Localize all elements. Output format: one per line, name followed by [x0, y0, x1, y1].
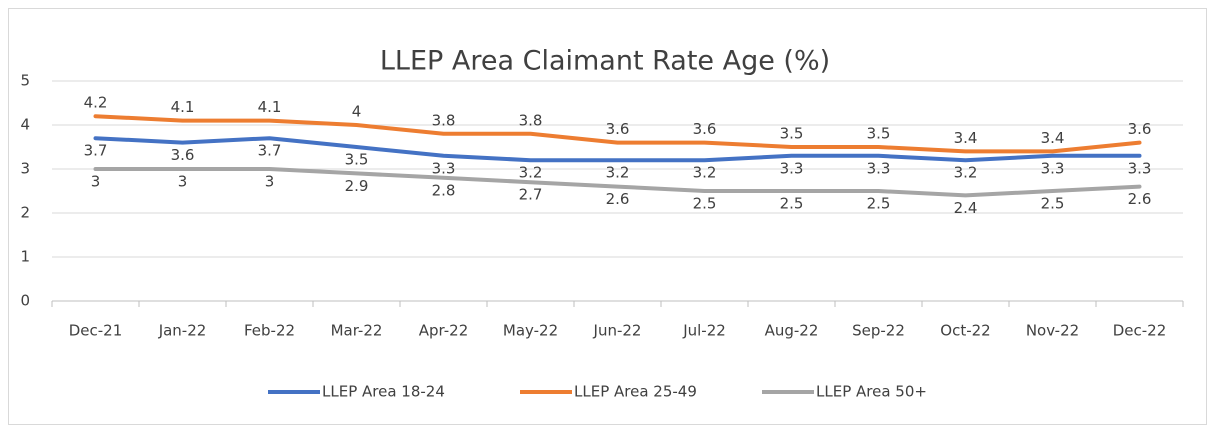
x-tick-label: Dec-22: [1113, 322, 1167, 340]
data-line: [93, 136, 1142, 163]
x-tick-label: Oct-22: [940, 322, 990, 340]
data-label: 3.7: [84, 142, 108, 160]
chart-title: LLEP Area Claimant Rate Age (%): [380, 46, 830, 77]
data-label: 2.5: [693, 195, 717, 213]
x-tick-label: Jul-22: [682, 322, 726, 340]
data-line: [93, 114, 1142, 154]
data-label: 3: [91, 173, 101, 191]
data-label: 3.4: [1041, 129, 1065, 147]
data-label: 3.3: [780, 159, 804, 177]
data-label: 3.7: [258, 142, 282, 160]
data-label: 3.4: [954, 129, 978, 147]
data-label: 4: [352, 103, 362, 121]
data-label: 2.9: [345, 177, 369, 195]
data-label: 3: [178, 173, 188, 191]
data-label: 3.5: [780, 125, 804, 143]
x-tick-label: Dec-21: [69, 322, 123, 340]
data-label: 2.5: [1041, 195, 1065, 213]
y-tick-label: 0: [20, 292, 30, 310]
y-tick-label: 4: [20, 116, 30, 134]
x-tick-label: Jun-22: [593, 322, 642, 340]
data-label: 2.4: [954, 199, 978, 217]
data-label: 3.6: [171, 146, 195, 164]
data-label: 2.6: [1128, 190, 1152, 208]
data-label: 2.5: [867, 195, 891, 213]
data-label: 3.3: [1128, 159, 1152, 177]
data-label: 3.5: [345, 151, 369, 169]
y-tick-label: 3: [20, 160, 30, 178]
y-tick-label: 2: [20, 204, 30, 222]
data-label: 3.3: [432, 159, 456, 177]
x-tick-label: Jan-22: [158, 322, 207, 340]
data-line: [93, 167, 1142, 198]
data-label: 3: [265, 173, 275, 191]
x-tick-label: Mar-22: [331, 322, 383, 340]
data-label: 2.7: [519, 186, 543, 204]
data-label: 3.2: [519, 164, 543, 182]
x-tick-label: Feb-22: [244, 322, 295, 340]
data-label: 3.8: [519, 111, 543, 129]
data-label: 4.1: [258, 98, 282, 116]
x-tick-label: Apr-22: [419, 322, 469, 340]
x-tick-label: Nov-22: [1026, 322, 1079, 340]
data-label: 4.1: [171, 98, 195, 116]
legend-label: LLEP Area 18-24: [322, 383, 445, 401]
data-label: 3.6: [606, 120, 630, 138]
y-tick-label: 5: [20, 72, 30, 90]
data-label: 2.8: [432, 181, 456, 199]
data-label: 3.3: [867, 159, 891, 177]
data-label: 3.2: [954, 164, 978, 182]
data-label: 2.5: [780, 195, 804, 213]
data-label: 3.5: [867, 125, 891, 143]
data-label: 3.6: [1128, 120, 1152, 138]
x-tick-label: May-22: [503, 322, 558, 340]
data-label: 3.2: [606, 164, 630, 182]
legend-label: LLEP Area 25-49: [574, 383, 697, 401]
y-tick-label: 1: [20, 248, 30, 266]
chart-border: [8, 8, 1207, 425]
data-label: 3.2: [693, 164, 717, 182]
x-tick-label: Sep-22: [852, 322, 905, 340]
data-label: 3.3: [1041, 159, 1065, 177]
data-label: 4.2: [84, 94, 108, 112]
data-label: 3.8: [432, 111, 456, 129]
legend-label: LLEP Area 50+: [816, 383, 927, 401]
data-label: 3.6: [693, 120, 717, 138]
data-label: 2.6: [606, 190, 630, 208]
x-tick-label: Aug-22: [765, 322, 819, 340]
